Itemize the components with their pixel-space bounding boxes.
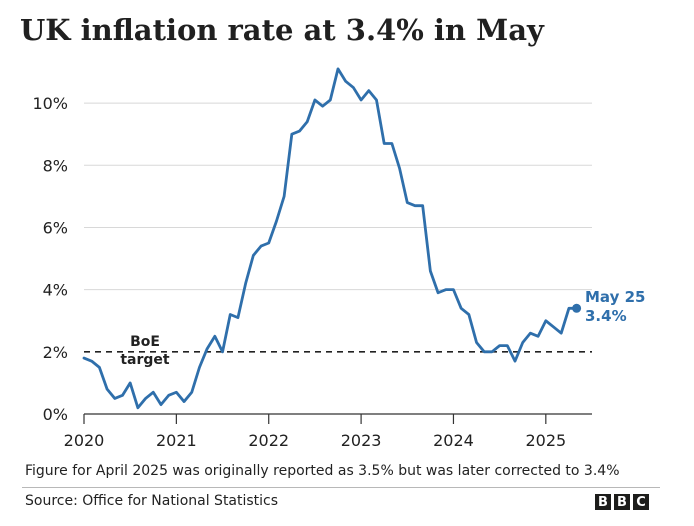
series-line-cpi [82,67,579,410]
y-tick-label: 2% [43,343,68,362]
bbc-logo-block-1: B [595,494,611,510]
boe-target-label: BoE [130,334,160,350]
boe-target-label: target [120,352,170,368]
bbc-logo-block-2: B [614,494,630,510]
series-layer [82,67,582,410]
axis-layer: 0% 2% 4% 6% 8% 10% 2020 2021 2022 2023 2024 2025 [32,94,592,450]
x-tick-label: 2025 [525,431,566,450]
x-tick-label: 2021 [156,431,197,450]
y-tick-label: 8% [43,156,68,175]
annotation-layer: May 253.4% [585,288,645,325]
chart-footnote: Figure for April 2025 was originally rep… [25,463,620,479]
latest-point-label: May 25 [585,288,645,306]
x-tick-label: 2024 [433,431,474,450]
chart-source: Source: Office for National Statistics [25,493,279,509]
x-tick-label: 2022 [248,431,289,450]
y-tick-label: 10% [32,94,68,113]
latest-data-point [572,303,582,313]
y-tick-label: 0% [43,405,68,424]
grid-layer [84,102,592,291]
x-tick-label: 2020 [64,431,105,450]
boe-target-layer: BoE target [84,334,592,368]
y-tick-label: 6% [43,218,68,237]
footer-divider [22,487,660,488]
chart-title: UK inflation rate at 3.4% in May [20,13,544,47]
bbc-logo: B B C [595,494,649,510]
x-tick-label: 2023 [341,431,382,450]
y-tick-label: 4% [43,281,68,300]
bbc-logo-block-3: C [633,494,649,510]
latest-point-label: 3.4% [585,307,627,325]
